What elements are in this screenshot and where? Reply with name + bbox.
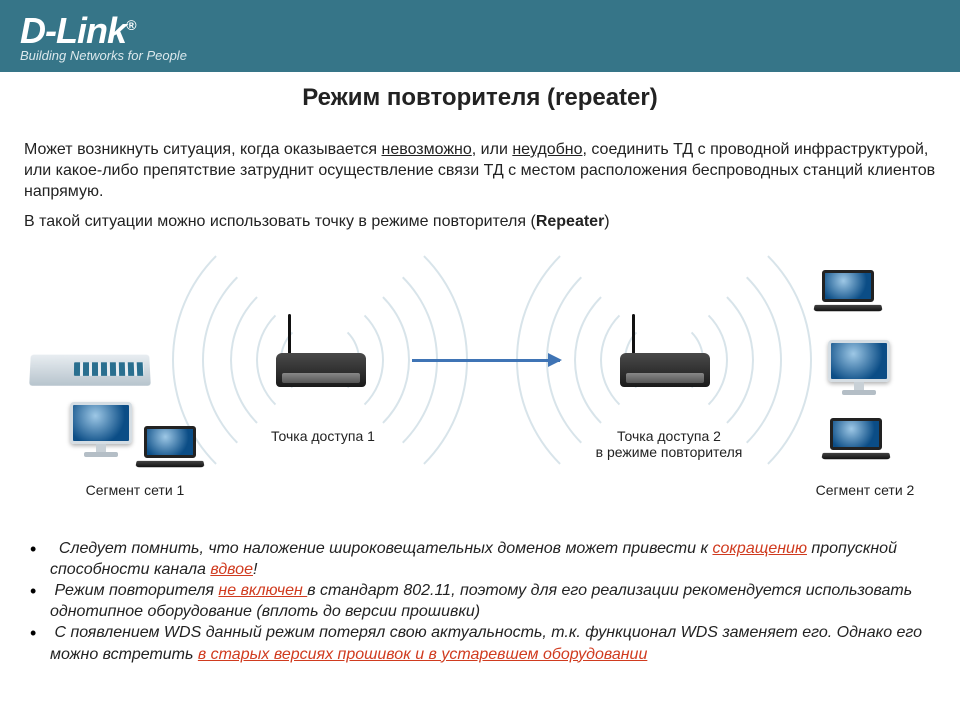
label-ap2: Точка доступа 2в режиме повторителя: [574, 428, 764, 460]
desktop-icon: [828, 340, 890, 398]
brand-logo: D-Link® Building Networks for People: [20, 10, 187, 63]
intro-paragraph-2: В такой ситуации можно использовать точк…: [24, 212, 936, 233]
network-diagram: Сегмент сети 1 Точка доступа 1 Точка дос…: [0, 270, 960, 510]
brand-tagline: Building Networks for People: [20, 48, 187, 63]
switch-icon: [29, 355, 151, 386]
laptop-icon: [136, 426, 204, 472]
brand-name: D-Link®: [20, 10, 187, 52]
note-item-1: Следует помнить, что наложение широковещ…: [26, 538, 936, 580]
desktop-icon: [70, 402, 132, 460]
link-arrow-icon: [412, 359, 560, 362]
intro-paragraph-1: Может возникнуть ситуация, когда оказыва…: [24, 140, 936, 202]
laptop-icon: [822, 418, 890, 464]
label-segment-1: Сегмент сети 1: [60, 482, 210, 498]
page-title: Режим повторителя (repeater): [0, 84, 960, 112]
brand-header: D-Link® Building Networks for People: [0, 0, 960, 72]
label-ap1: Точка доступа 1: [248, 428, 398, 444]
note-item-2: Режим повторителя не включен в стандарт …: [26, 580, 936, 622]
laptop-icon: [814, 270, 882, 316]
note-item-3: С появлением WDS данный режим потерял св…: [26, 622, 936, 664]
label-segment-2: Сегмент сети 2: [790, 482, 940, 498]
access-point-2-icon: [620, 332, 710, 387]
intro-text: Может возникнуть ситуация, когда оказыва…: [24, 140, 936, 243]
access-point-1-icon: [276, 332, 366, 387]
notes-list: Следует помнить, что наложение широковещ…: [26, 538, 936, 665]
